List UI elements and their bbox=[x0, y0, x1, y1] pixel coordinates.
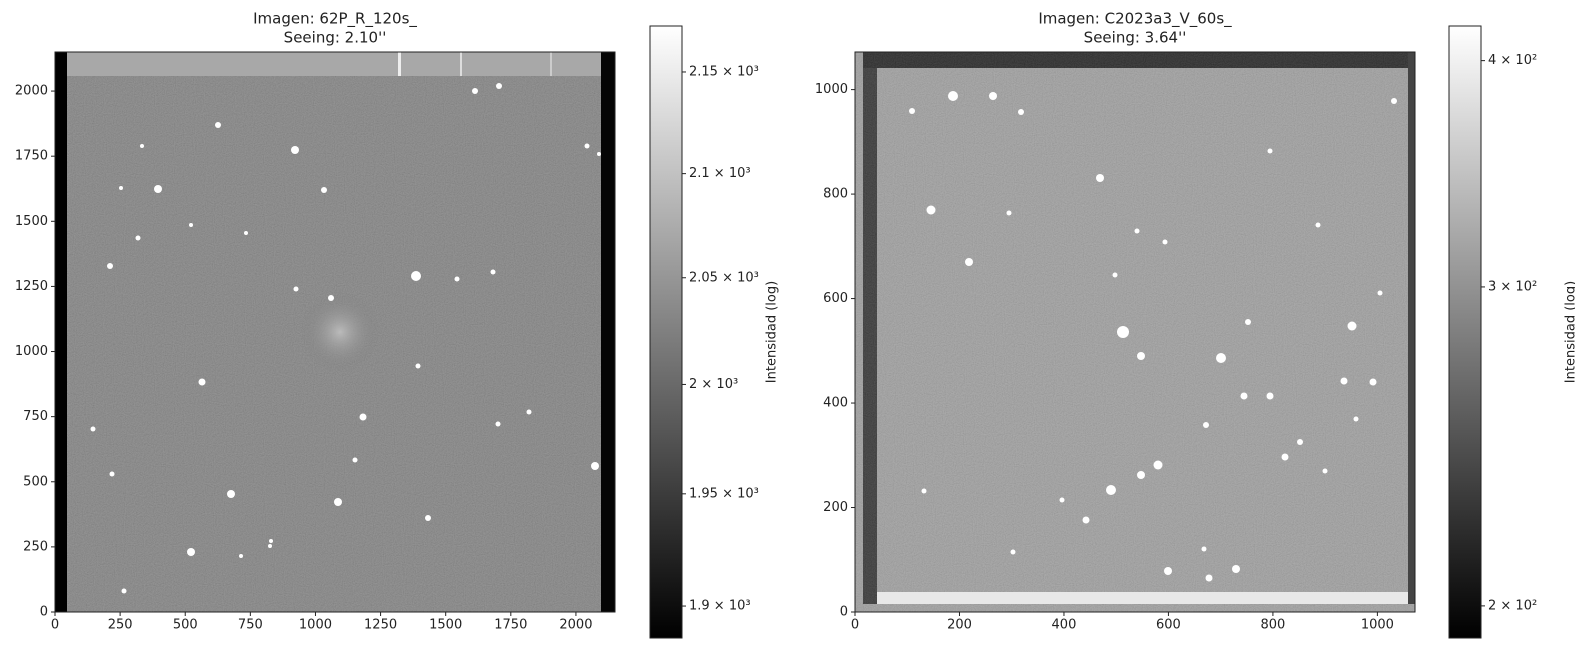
y-tick-label: 1000 bbox=[815, 82, 848, 97]
y-tick-label: 400 bbox=[823, 396, 848, 411]
colorbar-tick-label: 3 × 10² bbox=[1488, 279, 1537, 294]
plot-frame bbox=[54, 51, 616, 613]
colorbar-tick-label: 2 × 10² bbox=[1488, 598, 1537, 613]
x-tick-label: 750 bbox=[238, 618, 263, 633]
colorbar-label: Intensidad (log) bbox=[765, 281, 780, 383]
colorbar-tick-label: 2.15 × 10³ bbox=[689, 64, 759, 79]
x-tick-label: 1500 bbox=[429, 618, 462, 633]
x-tick-label: 250 bbox=[108, 618, 133, 633]
colorbar bbox=[649, 25, 683, 639]
x-tick-label: 600 bbox=[1156, 618, 1181, 633]
chart-title: Imagen: 62P_R_120s_ bbox=[253, 10, 417, 29]
colorbar-tick-label: 1.95 × 10³ bbox=[689, 486, 759, 501]
x-tick-label: 0 bbox=[851, 618, 859, 633]
y-tick-label: 200 bbox=[823, 500, 848, 515]
x-tick-label: 0 bbox=[51, 618, 59, 633]
plot-frame bbox=[854, 51, 1416, 613]
y-tick-label: 750 bbox=[23, 409, 48, 424]
colorbar-tick-label: 2.1 × 10³ bbox=[689, 166, 751, 181]
chart-subtitle: Seeing: 3.64'' bbox=[1084, 29, 1187, 47]
image-2 bbox=[855, 52, 1415, 612]
colorbar-label: Intensidad (log) bbox=[1564, 281, 1575, 383]
x-tick-label: 1250 bbox=[364, 618, 397, 633]
x-tick-label: 500 bbox=[173, 618, 198, 633]
colorbar bbox=[1448, 25, 1482, 639]
y-tick-label: 500 bbox=[23, 474, 48, 489]
x-tick-label: 1000 bbox=[299, 618, 332, 633]
y-tick-label: 250 bbox=[23, 539, 48, 554]
y-tick-label: 1500 bbox=[15, 214, 48, 229]
chart-subtitle: Seeing: 2.10'' bbox=[284, 29, 387, 47]
x-tick-label: 400 bbox=[1052, 618, 1077, 633]
y-tick-label: 600 bbox=[823, 291, 848, 306]
x-tick-label: 800 bbox=[1260, 618, 1285, 633]
colorbar-tick-label: 2.05 × 10³ bbox=[689, 270, 759, 285]
y-tick-label: 1750 bbox=[15, 149, 48, 164]
y-tick-label: 2000 bbox=[15, 84, 48, 99]
chart-title: Imagen: C2023a3_V_60s_ bbox=[1038, 10, 1232, 29]
y-tick-label: 0 bbox=[840, 605, 848, 620]
x-tick-label: 1750 bbox=[494, 618, 527, 633]
y-tick-label: 1250 bbox=[15, 279, 48, 294]
colorbar-tick-label: 2 × 10³ bbox=[689, 377, 738, 392]
colorbar-tick-label: 1.9 × 10³ bbox=[689, 599, 751, 614]
x-tick-label: 200 bbox=[947, 618, 972, 633]
x-tick-label: 2000 bbox=[559, 618, 592, 633]
y-tick-label: 1000 bbox=[15, 344, 48, 359]
image-1 bbox=[55, 52, 615, 612]
y-tick-label: 800 bbox=[823, 187, 848, 202]
x-tick-label: 1000 bbox=[1361, 618, 1394, 633]
colorbar-tick-label: 4 × 10² bbox=[1488, 53, 1537, 68]
y-tick-label: 0 bbox=[40, 605, 48, 620]
